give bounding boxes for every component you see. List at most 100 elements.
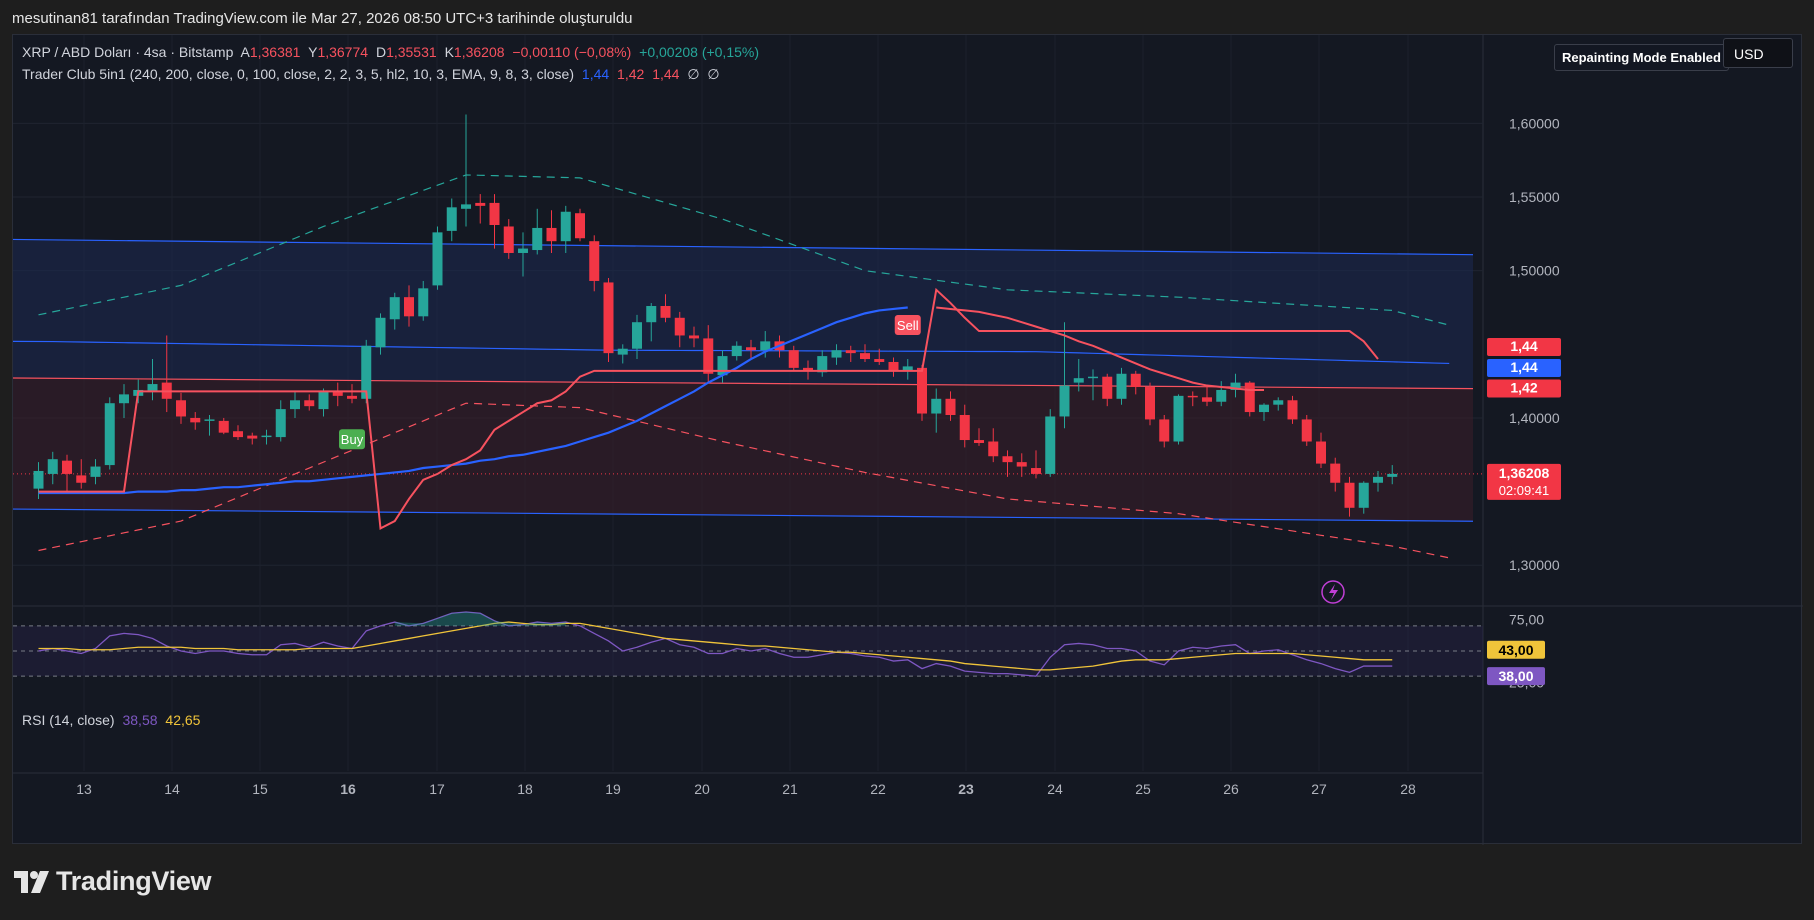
candle-body bbox=[375, 317, 386, 348]
chart-svg[interactable]: 1,60000 1,55000 1,50000 1,40000 1,30000 13 14 1… bbox=[13, 35, 1803, 845]
rsi-overbought-fill bbox=[394, 612, 566, 626]
candle-body bbox=[33, 470, 44, 489]
blue-ema-line bbox=[38, 306, 908, 495]
candle-body bbox=[746, 347, 756, 351]
candle-body bbox=[703, 338, 714, 374]
candle-body bbox=[275, 409, 286, 438]
candle-body bbox=[831, 350, 842, 358]
candle-body bbox=[332, 391, 343, 396]
price-axis-label bbox=[1487, 359, 1561, 378]
candle-body bbox=[190, 417, 201, 423]
candle-body bbox=[1216, 389, 1227, 402]
indicator-value-3: 1,44 bbox=[652, 66, 680, 82]
candle-body bbox=[860, 353, 870, 360]
tradingview-logo-icon bbox=[14, 870, 49, 893]
candle-body bbox=[1002, 456, 1013, 463]
time-tick-label: 13 bbox=[76, 781, 92, 797]
candle-body bbox=[233, 431, 243, 438]
candle-body bbox=[1145, 387, 1155, 420]
rsi-ma-axis-label bbox=[1487, 640, 1545, 659]
channel-upper-fill bbox=[13, 239, 1473, 389]
symbol-label[interactable]: XRP / ABD Doları · 4sa · Bitstamp bbox=[22, 44, 234, 60]
time-tick-label: 21 bbox=[782, 781, 798, 797]
candle-body bbox=[1244, 382, 1255, 413]
candle-body bbox=[888, 361, 899, 371]
time-tick-label: 16 bbox=[340, 781, 356, 797]
candle-body bbox=[418, 288, 429, 317]
buy-signal-box[interactable] bbox=[339, 429, 365, 450]
candle-body bbox=[731, 345, 742, 357]
rsi-tick-label: 75,00 bbox=[1509, 612, 1544, 628]
channel-top-line bbox=[13, 238, 1474, 256]
countdown-label-text: 02:09:41 bbox=[1499, 483, 1550, 498]
candle-body bbox=[617, 348, 628, 355]
candle-body bbox=[176, 400, 186, 417]
candle-body bbox=[261, 435, 272, 438]
low-value: 1,35531 bbox=[386, 44, 437, 60]
sell-signal-box[interactable] bbox=[894, 315, 921, 336]
candle-body bbox=[674, 317, 685, 336]
time-tick-label: 15 bbox=[252, 781, 268, 797]
chart-caption: mesutinan81 tarafından TradingView.com i… bbox=[12, 10, 633, 27]
price-tick-label: 1,30000 bbox=[1509, 557, 1560, 573]
red-stop-line bbox=[38, 287, 1379, 530]
tradingview-logo-text: TradingView bbox=[56, 866, 212, 896]
price-tick-label: 1,40000 bbox=[1509, 410, 1560, 426]
candle-body bbox=[446, 207, 457, 231]
candle-body bbox=[347, 395, 357, 399]
close-value: 1,36208 bbox=[453, 44, 505, 60]
candle-body bbox=[432, 232, 443, 286]
candle-body bbox=[1330, 463, 1341, 483]
red-trend-curve bbox=[936, 306, 1264, 391]
rsi-ma-axis-label-text: 43,00 bbox=[1498, 642, 1533, 658]
low-label: D bbox=[375, 44, 387, 60]
candle-body bbox=[603, 282, 614, 354]
candle-body bbox=[290, 400, 300, 410]
time-tick-label: 25 bbox=[1135, 781, 1151, 797]
lightning-bolt-icon bbox=[1329, 584, 1338, 600]
indicator-label[interactable]: Trader Club 5in1 (240, 200, close, 0, 10… bbox=[22, 66, 575, 82]
candle-body bbox=[988, 441, 999, 457]
channel-lower-fill bbox=[13, 377, 1473, 522]
candle-body bbox=[1202, 397, 1212, 402]
sell-signal-label: Sell bbox=[897, 318, 919, 333]
currency-button[interactable]: USD bbox=[1723, 38, 1793, 68]
candle-body bbox=[204, 419, 215, 421]
blue-mid-line bbox=[13, 340, 1450, 365]
rsi-name[interactable]: RSI (14, close) bbox=[22, 712, 115, 728]
candle-body bbox=[1088, 376, 1098, 379]
candle-body bbox=[1358, 482, 1369, 508]
candle-body bbox=[1316, 441, 1326, 464]
rsi-legend: RSI (14, close) 38,58 42,65 bbox=[22, 712, 200, 728]
time-tick-label: 17 bbox=[429, 781, 445, 797]
candle-body bbox=[489, 202, 500, 225]
repainting-mode-badge: Repainting Mode Enabled bbox=[1554, 44, 1729, 71]
candle-body bbox=[931, 398, 942, 414]
price-tick-label: 1,60000 bbox=[1509, 115, 1560, 131]
candle-body bbox=[817, 356, 828, 373]
candle-body bbox=[1187, 395, 1198, 398]
candle-body bbox=[532, 227, 543, 251]
price-axis-label-text: 1,42 bbox=[1510, 379, 1537, 395]
candle-body bbox=[1016, 462, 1027, 467]
candle-body bbox=[147, 384, 158, 392]
candle-body bbox=[689, 335, 699, 339]
candle-body bbox=[1130, 373, 1141, 388]
price-axis-label-text: 1,36208 bbox=[1499, 465, 1550, 481]
candle-body bbox=[760, 341, 771, 351]
candle-body bbox=[1045, 416, 1056, 474]
candle-body bbox=[1259, 404, 1269, 413]
close-label: K bbox=[444, 44, 454, 60]
chart-frame[interactable]: 1,60000 1,55000 1,50000 1,40000 1,30000 13 14 1… bbox=[12, 34, 1803, 845]
candle-body bbox=[788, 350, 799, 368]
lightning-icon[interactable] bbox=[1321, 580, 1345, 604]
candle-body bbox=[1073, 378, 1084, 383]
candle-body bbox=[546, 227, 557, 242]
time-tick-label: 27 bbox=[1311, 781, 1327, 797]
rsi-line bbox=[38, 611, 1393, 677]
indicator-legend: Trader Club 5in1 (240, 200, close, 0, 10… bbox=[22, 66, 724, 83]
tradingview-logo[interactable]: TradingView bbox=[14, 866, 212, 897]
rsi-ma-line bbox=[38, 621, 1393, 671]
candle-body bbox=[717, 356, 728, 376]
high-label: Y bbox=[308, 44, 318, 60]
